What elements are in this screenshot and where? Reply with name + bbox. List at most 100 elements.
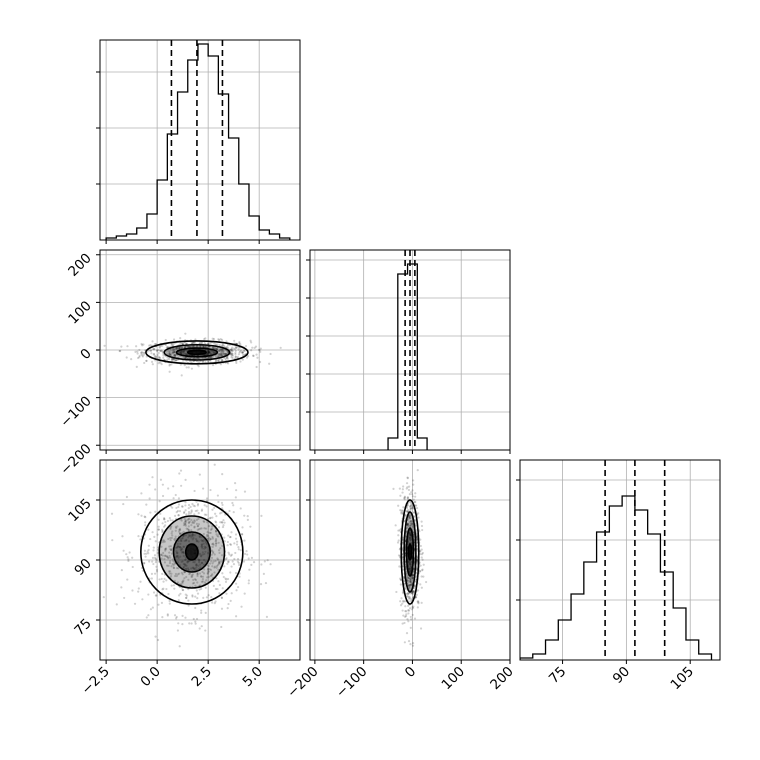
scatter-2-point bbox=[234, 551, 237, 555]
scatter-1-point bbox=[174, 348, 177, 351]
scatter-2-point bbox=[193, 513, 196, 516]
scatter-2-point bbox=[170, 549, 173, 552]
scatter-1-point bbox=[190, 360, 193, 364]
scatter-1-point bbox=[230, 356, 233, 359]
scatter-1-ylabel-1: 100 bbox=[65, 298, 95, 328]
scatter-1-ylabel-2: 0 bbox=[77, 346, 94, 363]
scatter-2-point bbox=[154, 560, 157, 564]
scatter-1-point bbox=[213, 342, 216, 345]
scatter-1-point bbox=[209, 341, 212, 345]
scatter-2-point bbox=[220, 607, 224, 610]
scatter-2-point bbox=[200, 587, 203, 590]
scatter-2-point bbox=[192, 578, 195, 581]
scatter-1-point bbox=[206, 350, 209, 354]
scatter-2-point bbox=[210, 560, 213, 563]
scatter-2-point bbox=[219, 521, 222, 524]
scatter-3-point bbox=[409, 504, 412, 507]
scatter-2-point bbox=[196, 596, 199, 600]
scatter-3-point bbox=[410, 560, 413, 564]
scatter-2-point bbox=[174, 529, 177, 532]
scatter-1-point bbox=[221, 359, 224, 362]
scatter-3-point bbox=[406, 523, 409, 526]
scatter-1-point bbox=[165, 350, 168, 353]
scatter-2-point bbox=[213, 463, 216, 466]
scatter-2-point bbox=[232, 562, 236, 566]
scatter-2-point bbox=[215, 564, 219, 568]
scatter-3-point bbox=[406, 593, 410, 596]
scatter-2-point bbox=[212, 543, 215, 546]
scatter-1-point bbox=[171, 350, 174, 353]
scatter-3-point bbox=[405, 632, 409, 635]
scatter-2-point bbox=[193, 519, 196, 522]
scatter-2-point bbox=[149, 511, 152, 514]
scatter-1-point bbox=[220, 351, 223, 354]
scatter-2-point bbox=[144, 521, 147, 524]
scatter-2-point bbox=[213, 571, 216, 574]
scatter-1-point bbox=[170, 359, 174, 362]
scatter-1-point bbox=[190, 367, 194, 370]
scatter-1-point bbox=[150, 360, 154, 363]
scatter-1-point bbox=[219, 352, 222, 355]
scatter-1-point bbox=[211, 355, 214, 358]
scatter-3-point bbox=[405, 529, 408, 533]
scatter-2-point bbox=[216, 563, 220, 566]
scatter-3-xlabel-1: −100 bbox=[333, 664, 371, 702]
scatter-3-point bbox=[407, 561, 410, 564]
scatter-3-point bbox=[417, 600, 420, 603]
scatter-3-point bbox=[408, 533, 411, 536]
scatter-2-point bbox=[169, 519, 172, 522]
scatter-2-point bbox=[211, 535, 214, 539]
scatter-1-point bbox=[231, 349, 234, 352]
scatter-1-point bbox=[167, 351, 171, 354]
scatter-2-point bbox=[147, 614, 150, 617]
scatter-1-point bbox=[218, 353, 221, 356]
scatter-2-point bbox=[191, 520, 194, 523]
scatter-2-point bbox=[151, 476, 154, 479]
scatter-3-point bbox=[408, 514, 411, 517]
scatter-3-point bbox=[405, 573, 408, 576]
scatter-1-point bbox=[240, 349, 243, 352]
scatter-1-point bbox=[207, 345, 210, 348]
scatter-1-point bbox=[218, 353, 222, 357]
scatter-1-point bbox=[212, 351, 215, 354]
scatter-2-point bbox=[221, 572, 224, 575]
scatter-1-point bbox=[222, 353, 226, 356]
scatter-3-point bbox=[409, 579, 412, 583]
scatter-3-point bbox=[398, 565, 401, 568]
scatter-1-point bbox=[168, 350, 171, 353]
scatter-2-point bbox=[187, 507, 190, 510]
scatter-2-point bbox=[209, 488, 212, 492]
scatter-3-point bbox=[409, 597, 412, 600]
scatter-1-point bbox=[157, 351, 160, 355]
scatter-2-point bbox=[191, 521, 194, 524]
scatter-3-point bbox=[417, 512, 420, 515]
scatter-2-point bbox=[211, 542, 214, 546]
scatter-2-point bbox=[165, 587, 168, 591]
scatter-3-point bbox=[417, 601, 420, 604]
scatter-1-point bbox=[259, 360, 262, 364]
scatter-3-point bbox=[408, 536, 412, 539]
scatter-1-point bbox=[209, 356, 212, 359]
scatter-2-point bbox=[211, 516, 214, 519]
scatter-2-point bbox=[207, 568, 210, 571]
scatter-1-point bbox=[219, 363, 222, 366]
scatter-2-point bbox=[183, 517, 186, 520]
scatter-3-point bbox=[414, 500, 417, 504]
scatter-1-point bbox=[172, 338, 176, 341]
scatter-1-point bbox=[136, 350, 139, 353]
scatter-2-point bbox=[199, 527, 202, 530]
scatter-3-point bbox=[411, 576, 414, 580]
scatter-2-point bbox=[210, 556, 214, 559]
scatter-3-point bbox=[407, 522, 410, 525]
scatter-2-point bbox=[205, 505, 208, 508]
scatter-2-point bbox=[200, 508, 204, 511]
scatter-1-point bbox=[142, 353, 146, 356]
scatter-3-contour-3 bbox=[400, 499, 420, 605]
scatter-3-point bbox=[412, 641, 415, 645]
scatter-1-point bbox=[217, 354, 220, 357]
scatter-2-point bbox=[170, 525, 173, 528]
scatter-2-point bbox=[161, 528, 164, 531]
scatter-2-point bbox=[125, 495, 128, 499]
scatter-1-point bbox=[210, 356, 213, 359]
scatter-2-point bbox=[175, 615, 178, 619]
